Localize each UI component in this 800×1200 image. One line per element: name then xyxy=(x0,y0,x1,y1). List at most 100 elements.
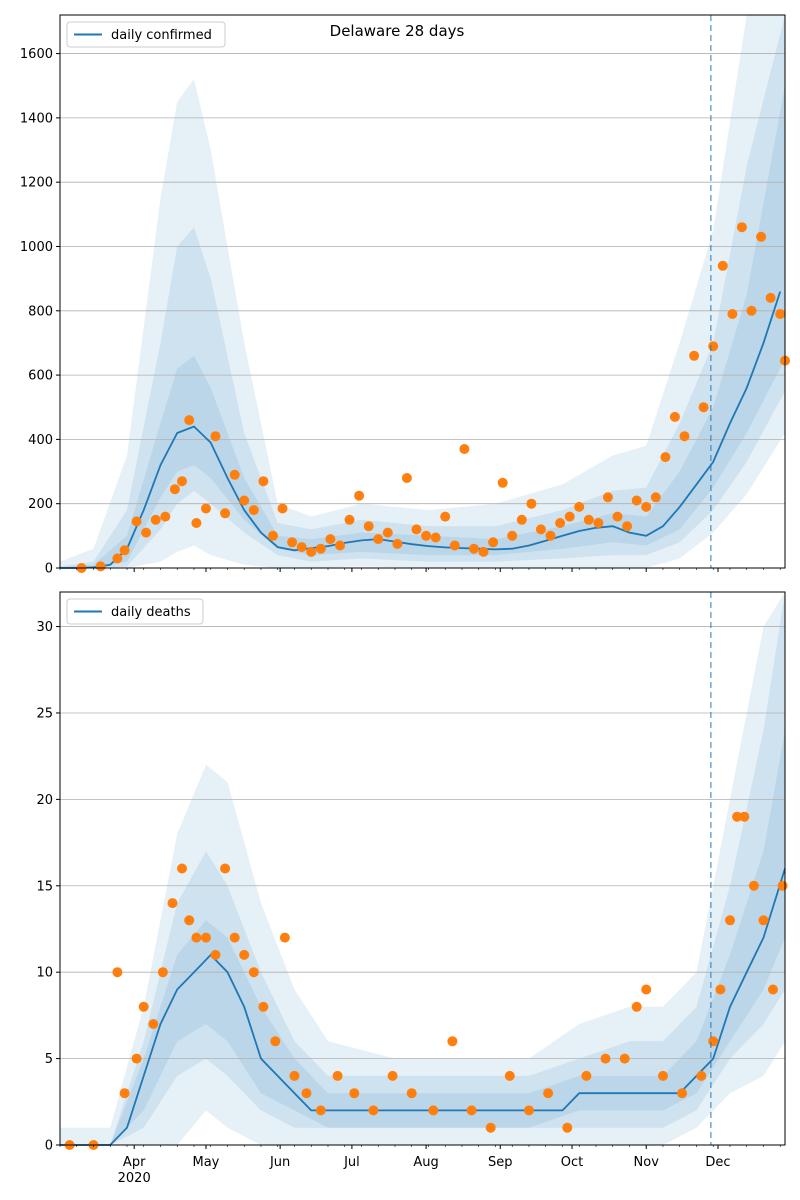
data-point xyxy=(428,1105,439,1116)
y-tick-label: 15 xyxy=(36,879,53,894)
data-point xyxy=(411,524,422,535)
data-point xyxy=(177,476,187,487)
data-point xyxy=(112,967,123,978)
data-point xyxy=(229,469,240,480)
data-point xyxy=(289,1070,300,1081)
deaths-uncertainty-bands xyxy=(60,592,785,1145)
legend-label-daily-deaths: daily deaths xyxy=(111,605,191,620)
y-tick-label: 1400 xyxy=(20,111,53,126)
y-tick-label: 800 xyxy=(28,304,53,319)
data-point xyxy=(191,518,202,528)
data-point xyxy=(301,1088,312,1099)
data-point xyxy=(157,967,168,978)
data-point xyxy=(516,514,527,525)
data-point xyxy=(229,932,240,943)
data-point xyxy=(717,260,728,271)
data-point xyxy=(296,542,307,553)
data-point xyxy=(488,537,499,548)
data-point xyxy=(191,932,202,943)
data-point xyxy=(504,1070,515,1081)
data-point xyxy=(184,415,195,426)
data-point xyxy=(447,1036,458,1047)
data-point xyxy=(373,534,384,545)
data-point xyxy=(543,1088,554,1099)
data-point xyxy=(641,984,652,995)
data-point xyxy=(622,521,633,532)
deaths-plot-frame xyxy=(59,591,786,1146)
y-tick-label: 200 xyxy=(28,497,53,512)
confirmed-line-layer xyxy=(60,291,782,569)
confirmed-legend: daily confirmed xyxy=(66,21,226,48)
data-point xyxy=(619,1053,630,1064)
data-point xyxy=(354,490,365,501)
deaths-x-axis: Apr May Jun Jul Aug Sep Oct Nov Dec xyxy=(59,1145,781,1170)
uncertainty-band-inner xyxy=(60,730,785,1145)
data-point xyxy=(574,501,585,512)
data-point xyxy=(201,503,211,514)
data-point xyxy=(468,543,479,554)
confirmed-chart: 0 200 400 600 800 1000 1200 1400 1600 Delaware 2… xyxy=(20,14,790,577)
y-tick-label: 1000 xyxy=(20,240,53,255)
data-point xyxy=(727,309,738,319)
confirmed-x-axis xyxy=(59,568,781,572)
data-point xyxy=(466,1105,477,1116)
uncertainty-band-middle xyxy=(60,15,785,568)
data-point xyxy=(315,543,326,554)
data-point xyxy=(612,511,623,522)
x-tick-label: Aug xyxy=(413,1155,438,1170)
data-point xyxy=(368,1105,379,1116)
data-point xyxy=(631,1001,642,1012)
data-point xyxy=(387,1070,398,1081)
data-point xyxy=(287,537,298,548)
data-point xyxy=(277,503,288,514)
confirmed-plot-frame xyxy=(59,14,786,569)
data-point xyxy=(748,880,759,891)
data-point xyxy=(677,1088,688,1099)
data-point xyxy=(535,524,546,535)
x-tick-label: Dec xyxy=(705,1155,730,1170)
data-point xyxy=(602,492,613,503)
series-line xyxy=(60,291,782,569)
data-point xyxy=(210,431,221,442)
data-point xyxy=(210,949,221,960)
y-tick-label: 0 xyxy=(45,1139,53,1154)
confirmed-uncertainty-bands xyxy=(60,15,785,568)
data-point xyxy=(555,518,566,528)
data-point xyxy=(306,546,317,557)
data-point xyxy=(715,984,726,995)
data-point xyxy=(696,1070,707,1081)
data-point xyxy=(507,530,518,541)
data-point xyxy=(641,501,652,512)
data-point xyxy=(248,967,259,978)
series-line xyxy=(60,868,786,1146)
data-point xyxy=(177,863,187,874)
data-point xyxy=(524,1105,534,1116)
data-point xyxy=(344,514,355,525)
data-point xyxy=(141,527,152,538)
data-point xyxy=(150,514,161,525)
data-point xyxy=(485,1122,496,1133)
y-tick-label: 30 xyxy=(36,620,53,635)
data-point xyxy=(421,530,432,541)
data-point xyxy=(545,530,556,541)
data-point xyxy=(239,949,250,960)
data-point xyxy=(562,1122,573,1133)
data-point xyxy=(258,1001,269,1012)
data-point xyxy=(658,1070,668,1081)
data-point xyxy=(167,898,178,909)
data-point xyxy=(777,880,788,891)
data-point xyxy=(131,1053,142,1064)
y-tick-label: 1200 xyxy=(20,176,53,191)
data-point xyxy=(746,305,757,316)
uncertainty-band-outer xyxy=(60,592,785,1145)
data-point xyxy=(440,511,451,522)
data-point xyxy=(335,540,345,551)
data-point xyxy=(201,932,211,943)
x-tick-label: Nov xyxy=(634,1155,660,1170)
uncertainty-band-outer xyxy=(60,15,785,568)
data-point xyxy=(732,811,743,822)
data-point xyxy=(660,452,671,463)
data-point xyxy=(184,915,195,926)
deaths-chart: 0 5 10 15 20 25 30 Apr May Jun Jul Aug Sep Oct Nov Dec… xyxy=(36,591,788,1186)
